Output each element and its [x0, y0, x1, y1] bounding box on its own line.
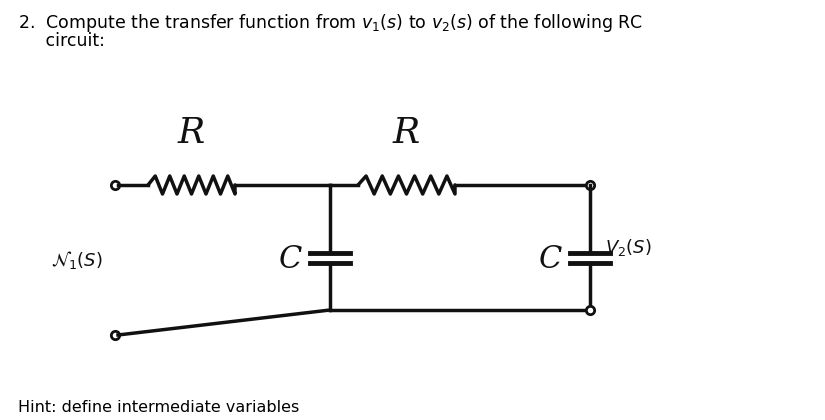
Text: Hint: define intermediate variables: Hint: define intermediate variables: [18, 400, 299, 415]
Text: C: C: [539, 244, 562, 275]
Text: circuit:: circuit:: [18, 32, 105, 50]
Text: $\mathcal{N}_1(S)$: $\mathcal{N}_1(S)$: [51, 249, 103, 271]
Text: 2.  Compute the transfer function from $v_1(s)$ to $v_2(s)$ of the following RC: 2. Compute the transfer function from $v…: [18, 12, 643, 34]
Text: R: R: [178, 116, 205, 150]
Text: C: C: [279, 244, 302, 275]
Text: R: R: [393, 116, 420, 150]
Text: $V_2(S)$: $V_2(S)$: [605, 237, 652, 258]
